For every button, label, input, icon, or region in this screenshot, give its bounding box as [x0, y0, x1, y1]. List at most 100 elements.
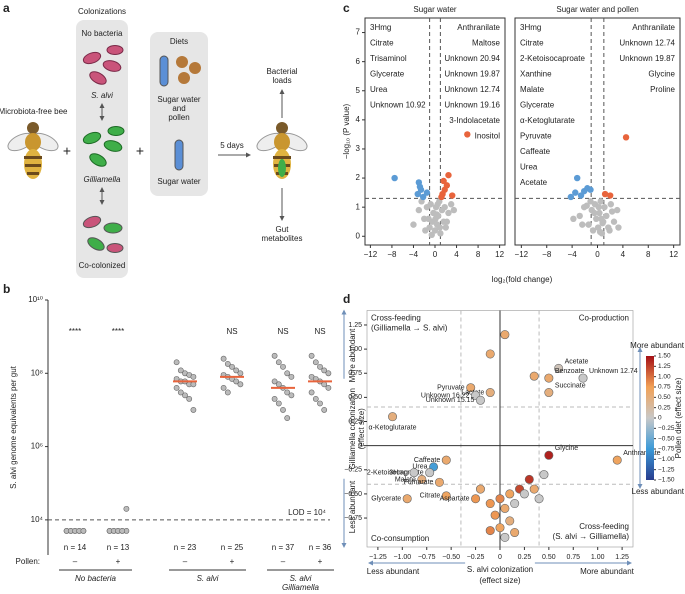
data-point: [402, 494, 412, 504]
y-tick-label: −0.50: [344, 491, 362, 498]
data-point: [567, 193, 575, 201]
group-label: S. alvi: [197, 574, 219, 583]
data-point: [534, 494, 544, 504]
data-point: [237, 370, 244, 377]
data-point: [220, 355, 227, 362]
pollen-value: +: [230, 557, 235, 566]
data-point: [510, 528, 520, 538]
depleted-label: 3Hmg: [370, 23, 391, 32]
y-tick-label: 5: [356, 86, 361, 95]
data-point: [280, 407, 286, 413]
y-tick-label: 10⁴: [31, 515, 44, 524]
point-label: Glycine: [555, 445, 578, 452]
pollen: [176, 56, 201, 84]
diet-label: Sugar water: [157, 95, 200, 104]
enriched-label: Inositol: [475, 132, 501, 141]
data-point: [325, 384, 332, 391]
y-tick-label: 3: [356, 144, 361, 153]
output-label: Bacterial: [266, 67, 297, 76]
data-point: [275, 381, 282, 388]
y-tick-label: −0.75: [344, 515, 362, 522]
depleted-label: Urea: [520, 163, 538, 172]
data-point: [593, 215, 600, 223]
data-point: [414, 190, 421, 198]
pollen-value: –: [73, 557, 78, 566]
n-label: n = 25: [221, 543, 244, 552]
data-point: [443, 182, 451, 189]
data-point: [312, 396, 319, 402]
y-tick-label: 7: [356, 28, 361, 37]
x-axis-label: S. alvi colonization: [467, 565, 533, 574]
colorbar-end-label: Less abundant: [632, 487, 685, 496]
y-tick-label: 10¹⁰: [28, 295, 43, 304]
enriched-label: Anthranilate: [457, 23, 500, 32]
colonization-label: Gilliamella: [84, 175, 121, 184]
depleted-label: Glycerate: [520, 101, 555, 110]
data-point: [190, 373, 197, 380]
colorbar: [646, 356, 654, 480]
data-point: [544, 450, 554, 460]
x-arrow-label: Less abundant: [367, 567, 420, 576]
data-point: [425, 215, 432, 223]
panel-label: c: [343, 1, 350, 15]
data-point: [119, 528, 126, 534]
data-point: [177, 367, 184, 374]
data-point: [544, 388, 554, 398]
group-label: No bacteria: [75, 574, 116, 583]
data-point: [445, 209, 452, 217]
y-tick-label: 1.00: [348, 346, 362, 353]
point-label: Urea: [412, 464, 427, 471]
data-point: [495, 523, 505, 533]
data-point: [428, 231, 435, 239]
data-point: [485, 349, 495, 359]
colorbar-tick-label: 1.25: [658, 363, 671, 370]
x-tick-label: 0.25: [518, 554, 532, 561]
n-label: n = 14: [64, 543, 87, 552]
data-point: [601, 190, 609, 198]
y-arrow-label: Less abundant: [348, 480, 357, 533]
data-point: [573, 174, 581, 182]
y-tick-label: 1: [356, 202, 361, 211]
colonization-box: [76, 20, 128, 278]
quadrant-label: Cross-feeding: [579, 522, 629, 531]
y-tick-label: 0.75: [348, 370, 362, 377]
data-point: [177, 389, 184, 396]
x-tick-label: 0.75: [566, 554, 580, 561]
n-label: n = 36: [309, 543, 332, 552]
point-label: Caffeate: [414, 457, 440, 464]
x-tick-label: 4: [621, 250, 626, 259]
data-point: [495, 494, 505, 504]
point-label: Aspartate: [440, 496, 470, 503]
panel-labels: a b c d: [3, 1, 350, 306]
significance-label: NS: [277, 327, 288, 336]
data-point: [436, 224, 444, 231]
data-point: [554, 363, 564, 373]
x-axis-label: log₂(fold change): [492, 275, 553, 284]
colonization-label: No bacteria: [82, 29, 123, 38]
panel-label: b: [3, 282, 10, 296]
y-tick-label: 0: [356, 231, 361, 240]
data-point: [475, 484, 485, 494]
data-point: [595, 203, 602, 211]
data-point: [271, 396, 278, 402]
plot-title: Sugar water: [413, 5, 456, 14]
data-point: [490, 510, 500, 520]
data-point: [173, 359, 180, 366]
y-tick-label: 2: [356, 173, 361, 182]
data-point: [601, 203, 608, 211]
y-axis-label: S. alvi genome equivalents per gut: [9, 365, 18, 489]
data-point: [280, 363, 286, 370]
data-point: [321, 381, 328, 388]
y-axis-label: Gilliamella colonization: [348, 388, 357, 469]
data-point: [317, 363, 323, 370]
point-label: Fumarate: [403, 479, 433, 486]
data-point: [425, 468, 435, 478]
significance-label: ****: [69, 327, 81, 336]
data-point: [578, 373, 588, 383]
data-point: [186, 396, 193, 402]
colonization-label: S. alvi: [91, 91, 113, 100]
s-alvi-cells: [82, 45, 124, 85]
depleted-label: Malate: [520, 85, 545, 94]
data-point: [587, 186, 594, 193]
gut: [278, 159, 286, 177]
